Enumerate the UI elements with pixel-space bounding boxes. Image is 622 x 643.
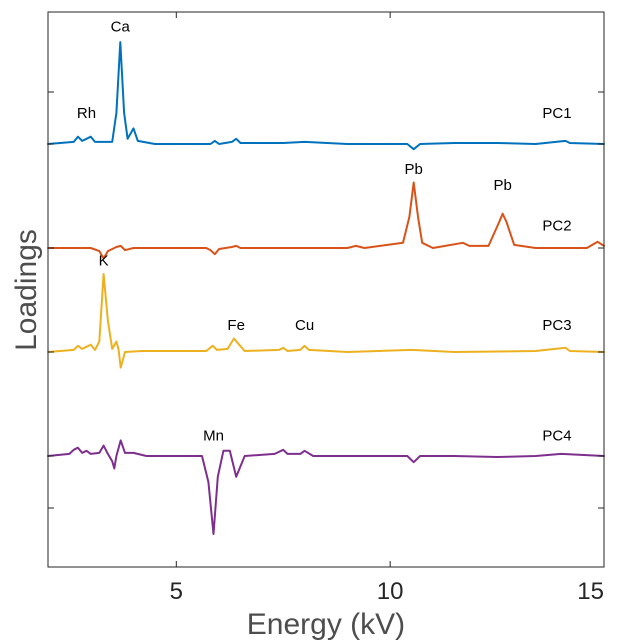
series-label: PC2	[542, 217, 571, 234]
series-label: PC1	[542, 105, 571, 122]
peak-label: Pb	[404, 161, 422, 178]
peak-label: Ca	[111, 19, 131, 36]
peak-label: Mn	[203, 427, 224, 444]
peak-label: Fe	[227, 317, 245, 334]
series-line-pc1	[47, 41, 605, 151]
plot-background	[48, 12, 604, 567]
y-ticks	[48, 91, 604, 509]
series-label: PC4	[542, 427, 571, 444]
peak-label: Cu	[295, 317, 314, 334]
annotations: Rh Ca PC1 Pb Pb PC2 K Fe Cu PC3 Mn PC4	[77, 19, 572, 445]
series-layer	[47, 41, 605, 535]
x-ticks: 5 10 15	[170, 12, 605, 605]
peak-label: Rh	[77, 105, 96, 122]
x-tick-label: 15	[577, 578, 604, 605]
x-tick-label: 5	[170, 578, 183, 605]
series-line-pc2	[47, 181, 605, 260]
peak-label: Pb	[493, 177, 511, 194]
plot-frame	[47, 11, 605, 568]
series-line-pc4	[47, 439, 605, 535]
x-axis-label: Energy (kV)	[247, 608, 405, 641]
series-label: PC3	[542, 317, 571, 334]
series-line-pc3	[47, 273, 605, 369]
peak-label: K	[99, 253, 109, 270]
y-axis-label: Loadings	[10, 229, 43, 351]
x-tick-label: 10	[377, 578, 404, 605]
